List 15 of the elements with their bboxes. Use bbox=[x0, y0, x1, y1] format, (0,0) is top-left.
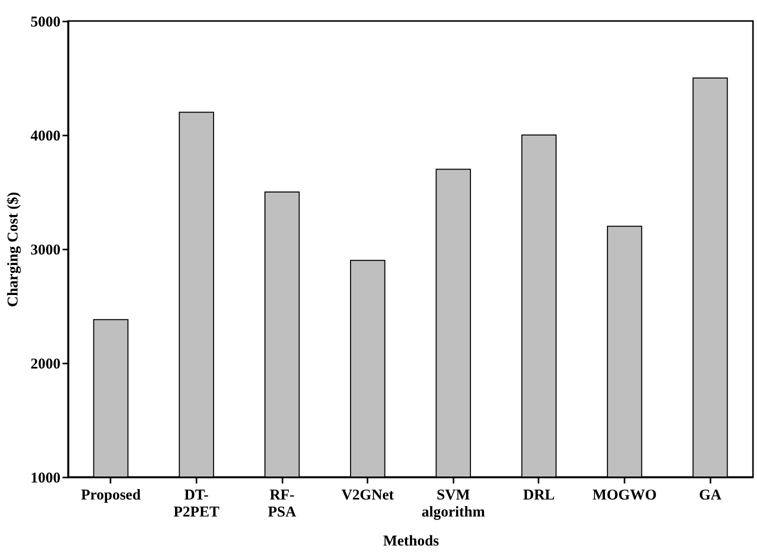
x-tick-label: GA bbox=[698, 488, 722, 504]
y-tick-label: 1000 bbox=[30, 470, 60, 486]
y-tick-label: 2000 bbox=[30, 356, 60, 372]
y-axis-title: Charging Cost ($) bbox=[6, 192, 22, 307]
x-tick-label: RF-PSA bbox=[268, 488, 296, 520]
x-tick-label: DT-P2PET bbox=[174, 488, 220, 520]
y-tick-label: 5000 bbox=[30, 14, 60, 30]
y-tick-label: 4000 bbox=[30, 128, 60, 144]
x-tick-label: Proposed bbox=[80, 488, 142, 504]
x-tick-label: V2GNet bbox=[341, 488, 394, 504]
x-axis-title: Methods bbox=[383, 534, 440, 550]
y-tick-label: 3000 bbox=[30, 242, 60, 258]
x-tick-label: DRL bbox=[523, 488, 555, 504]
x-tick-label: SVM algorithm bbox=[422, 488, 486, 520]
x-tick-label: MOGWO bbox=[592, 488, 657, 504]
